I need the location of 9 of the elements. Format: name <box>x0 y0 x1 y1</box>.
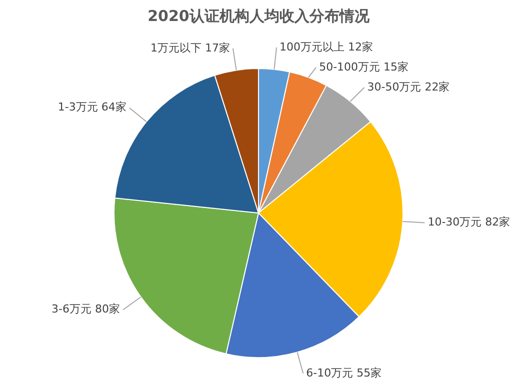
slice-label: 10-30万元 82家 <box>428 216 510 229</box>
slice-label: 1万元以下 17家 <box>150 41 230 54</box>
slice-label: 6-10万元 55家 <box>306 366 382 380</box>
chart-title: 2020认证机构人均收入分布情况 <box>148 6 370 25</box>
slice-label: 3-6万元 80家 <box>52 302 120 316</box>
slice-label: 50-100万元 15家 <box>319 60 409 74</box>
slice-label: 100万元以上 12家 <box>280 40 374 54</box>
slice-label: 30-50万元 22家 <box>367 80 450 94</box>
slice-label: 1-3万元 64家 <box>58 100 126 114</box>
